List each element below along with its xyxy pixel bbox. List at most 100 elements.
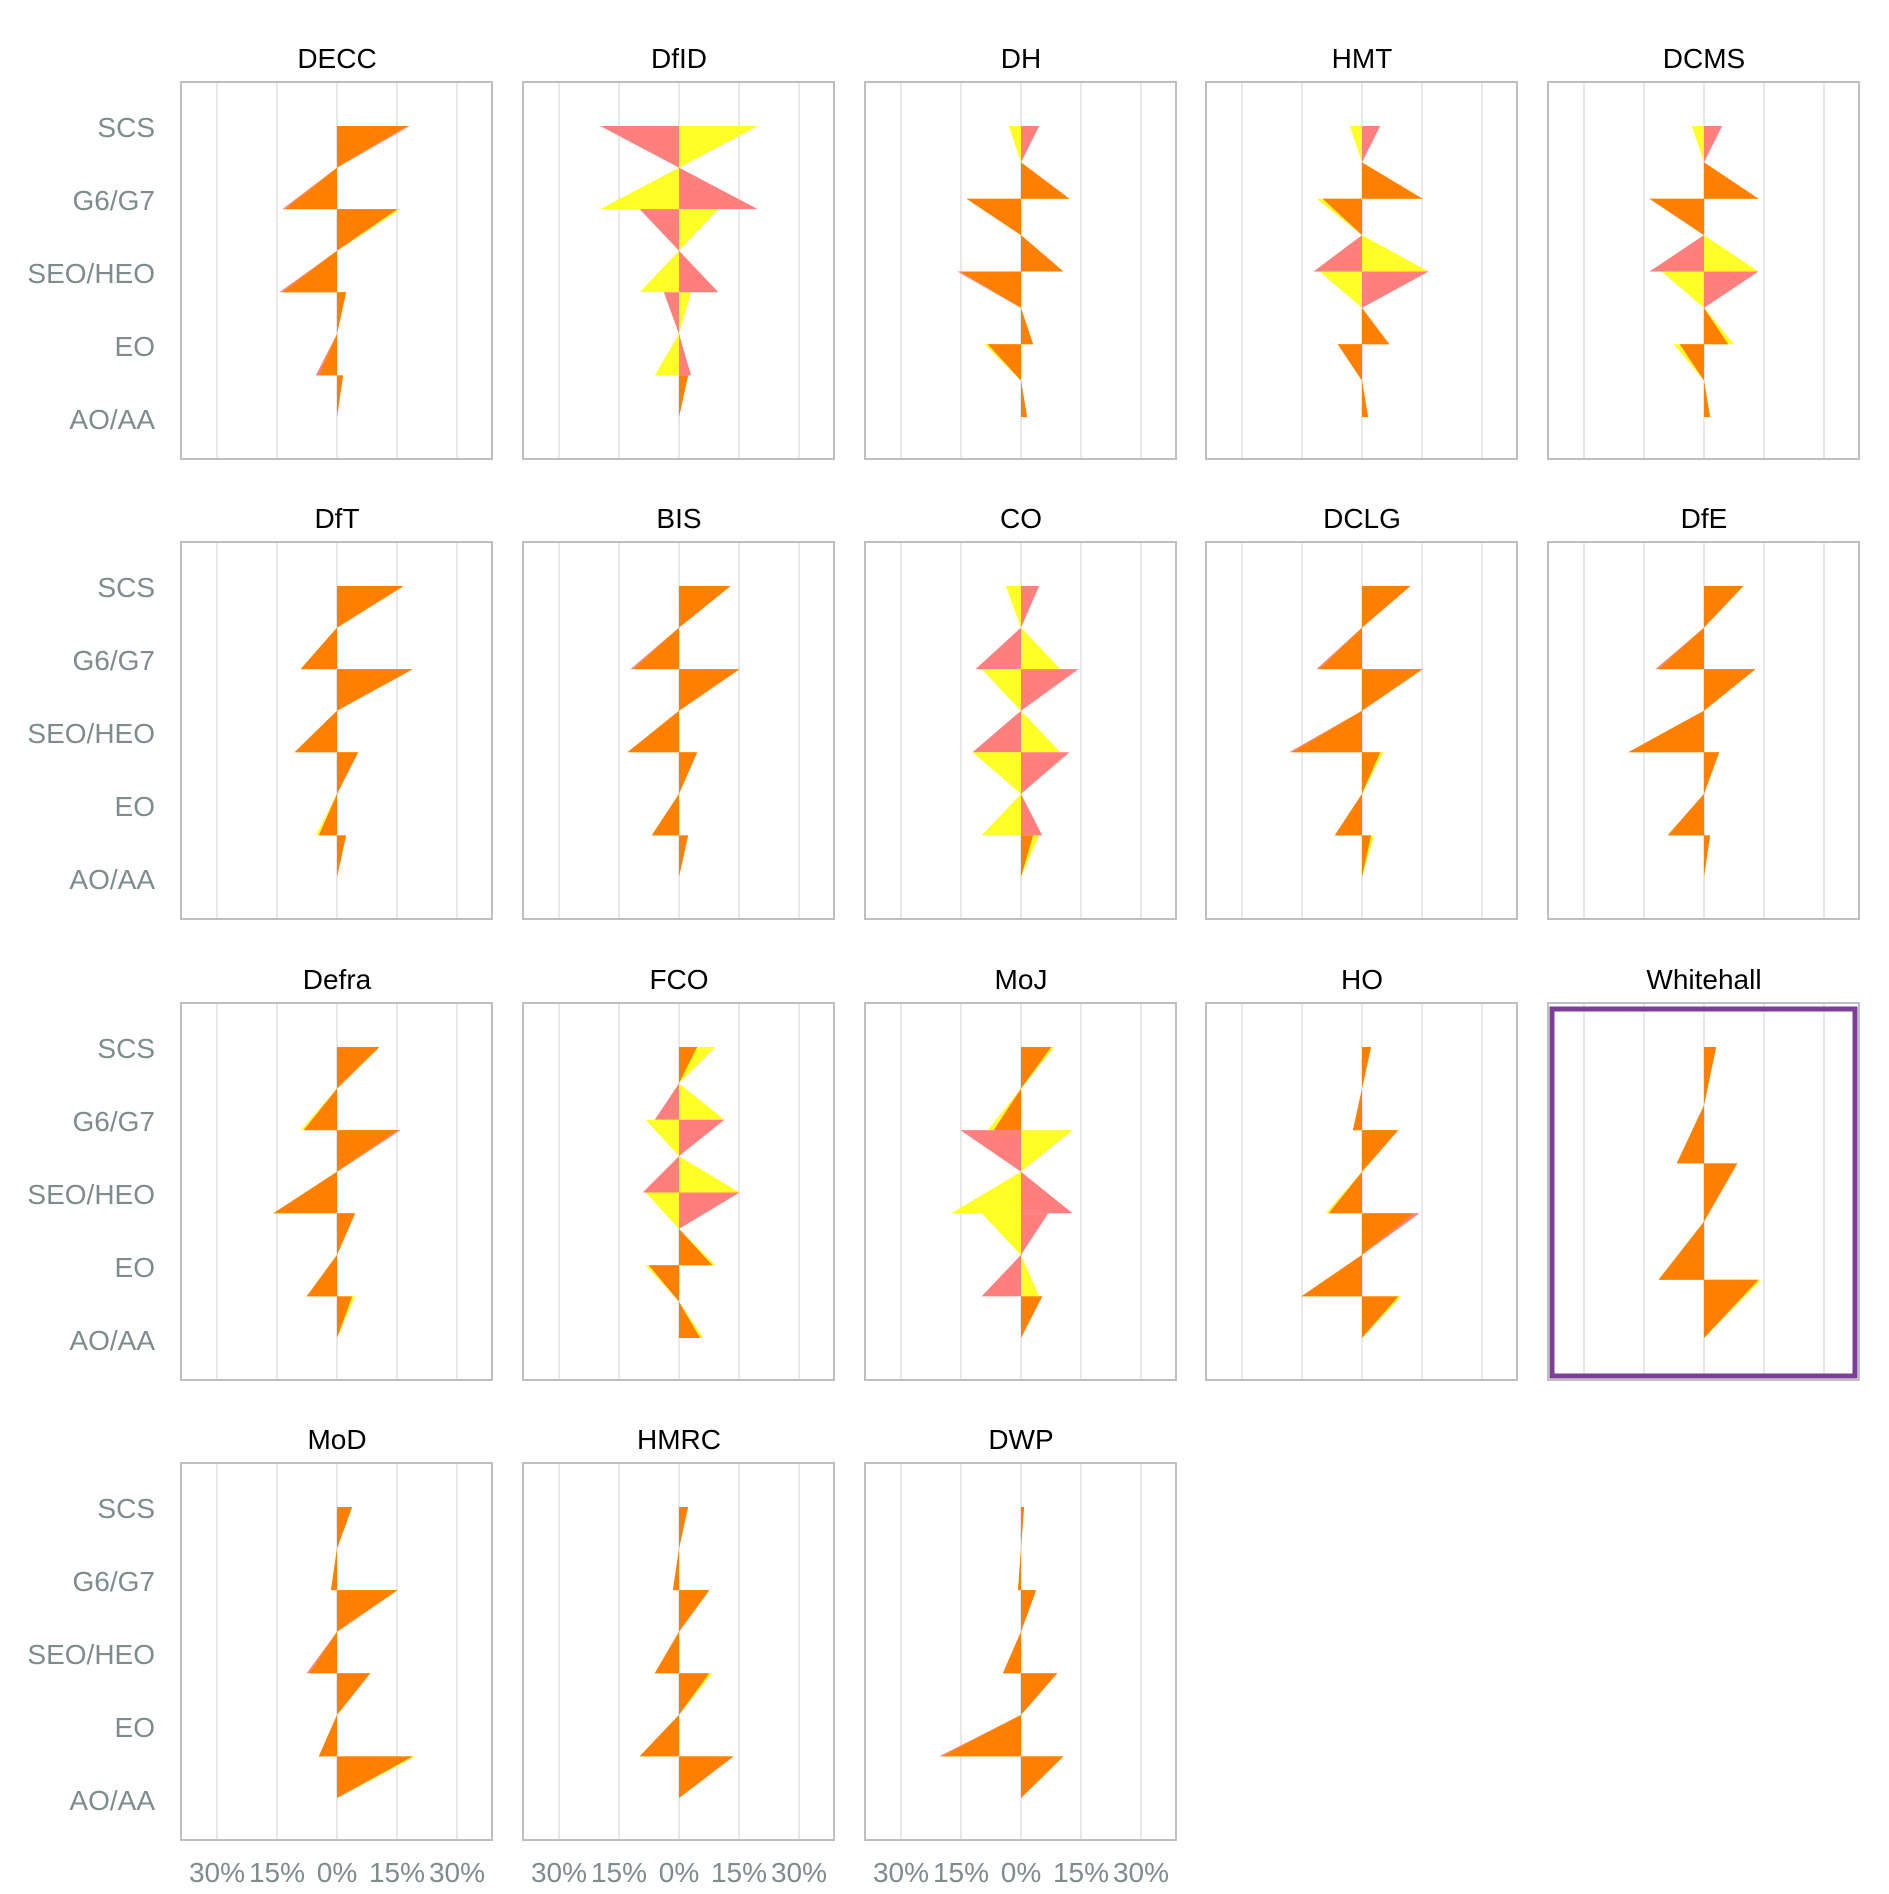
overlap-area-segment: [318, 793, 337, 836]
overlap-area-segment: [679, 375, 689, 417]
panel-dfid: DfID: [522, 43, 835, 460]
panel-fco: FCO: [522, 964, 835, 1381]
overlap-area-segment: [651, 793, 679, 836]
female-area-segment: [679, 167, 758, 210]
x-tick-label: 30%: [189, 1857, 245, 1888]
overlap-area-segment: [679, 586, 731, 628]
overlap-area-segment: [1704, 1279, 1759, 1338]
overlap-area-segment: [679, 1673, 710, 1715]
overlap-area-segment: [1362, 669, 1423, 711]
y-tick-label: SCS: [97, 1493, 155, 1524]
overlap-area-segment: [1021, 235, 1064, 272]
overlap-area-segment: [679, 669, 740, 711]
overlap-area-segment: [1362, 1047, 1372, 1089]
overlap-area-segment: [1667, 793, 1704, 836]
overlap-area-segment: [672, 1548, 679, 1591]
female-area-segment: [1021, 126, 1040, 163]
female-area-segment: [679, 1192, 740, 1229]
panel-title: DfE: [1681, 503, 1728, 534]
panel-title: MoD: [307, 1424, 366, 1455]
series-areas: [1628, 586, 1756, 877]
male-area-segment: [639, 250, 679, 293]
panel-dh: DH: [864, 43, 1177, 460]
male-area-segment: [679, 209, 719, 251]
panel-ho: HO: [1205, 964, 1518, 1381]
panel-dcms: DCMS: [1547, 43, 1860, 460]
panel-title: FCO: [649, 964, 708, 995]
overlap-area-segment: [318, 1714, 337, 1757]
panel-moj: MoJ: [864, 964, 1177, 1381]
female-area-segment: [1021, 1171, 1073, 1214]
overlap-area-segment: [337, 1213, 356, 1255]
panel-defra: Defra SCS G6/G7 SEO/HEO EO AO/AA: [27, 964, 493, 1381]
overlap-area-segment: [318, 333, 337, 376]
female-area-segment: [679, 333, 692, 376]
overlap-area-segment: [1021, 162, 1070, 199]
female-area-segment: [1704, 126, 1723, 163]
y-tick-label: G6/G7: [73, 645, 155, 676]
series-areas: [1649, 126, 1759, 417]
panel-title: Defra: [303, 964, 372, 995]
overlap-area-segment: [1021, 1507, 1025, 1549]
series-areas: [639, 1507, 734, 1798]
series-areas: [294, 586, 413, 877]
overlap-area-segment: [337, 126, 407, 168]
overlap-area-segment: [648, 1265, 679, 1302]
overlap-area-segment: [1352, 1088, 1362, 1131]
y-tick-label: AO/AA: [69, 1325, 155, 1356]
series-areas: [1658, 1047, 1762, 1338]
overlap-area-segment: [1628, 710, 1704, 753]
panel-title: BIS: [656, 503, 701, 534]
series-areas: [642, 1047, 740, 1338]
overlap-area-segment: [654, 1631, 679, 1674]
overlap-area-segment: [1362, 1130, 1399, 1172]
y-tick-label: SEO/HEO: [27, 1639, 155, 1670]
overlap-area-segment: [1021, 1590, 1037, 1632]
overlap-area-segment: [679, 1301, 701, 1338]
overlap-area-segment: [1649, 198, 1704, 236]
overlap-area-segment: [1301, 1254, 1362, 1297]
panel-decc: DECC SCS G6/G7 SEO/HEO EO AO/AA: [27, 43, 493, 460]
overlap-area-segment: [679, 1047, 698, 1084]
y-tick-label: SCS: [97, 1033, 155, 1064]
overlap-area-segment: [633, 627, 679, 670]
male-area-segment: [645, 1119, 679, 1157]
male-area-segment: [679, 292, 692, 334]
y-tick-label: SEO/HEO: [27, 1179, 155, 1210]
male-area-segment: [1319, 271, 1362, 308]
overlap-area-segment: [1021, 835, 1034, 877]
overlap-area-segment: [337, 1756, 413, 1798]
y-tick-label: EO: [115, 331, 155, 362]
overlap-area-segment: [337, 1130, 398, 1172]
x-tick-label: 15%: [249, 1857, 305, 1888]
overlap-area-segment: [1658, 627, 1704, 670]
overlap-area-segment: [282, 250, 337, 293]
overlap-area-segment: [1362, 1213, 1414, 1255]
panel-dfe: DfE: [1547, 503, 1860, 920]
overlap-area-segment: [337, 1296, 353, 1338]
series-areas: [939, 1507, 1064, 1798]
male-area-segment: [1021, 1130, 1073, 1172]
overlap-area-segment: [337, 209, 398, 251]
x-tick-label: 15%: [369, 1857, 425, 1888]
overlap-area-segment: [1322, 198, 1362, 236]
overlap-area-segment: [679, 1507, 689, 1549]
female-area-segment: [663, 292, 679, 334]
panel-title: CO: [1000, 503, 1042, 534]
overlap-area-segment: [1021, 380, 1028, 417]
panel-hmt: HMT: [1205, 43, 1518, 460]
female-area-segment: [1362, 126, 1381, 163]
overlap-area-segment: [337, 669, 413, 711]
overlap-area-segment: [1704, 752, 1720, 794]
overlap-area-segment: [639, 1714, 679, 1757]
x-tick-label: 30%: [1113, 1857, 1169, 1888]
male-area-segment: [981, 1213, 1021, 1255]
panel-title: DfT: [314, 503, 359, 534]
panel-dft: DfT SCS G6/G7 SEO/HEO EO AO/AA: [27, 503, 493, 920]
male-area-segment: [1021, 627, 1061, 670]
male-area-segment: [1021, 710, 1061, 753]
highlight-frame: [1549, 1006, 1858, 1379]
y-tick-label: G6/G7: [73, 1566, 155, 1597]
overlap-area-segment: [1362, 162, 1423, 199]
